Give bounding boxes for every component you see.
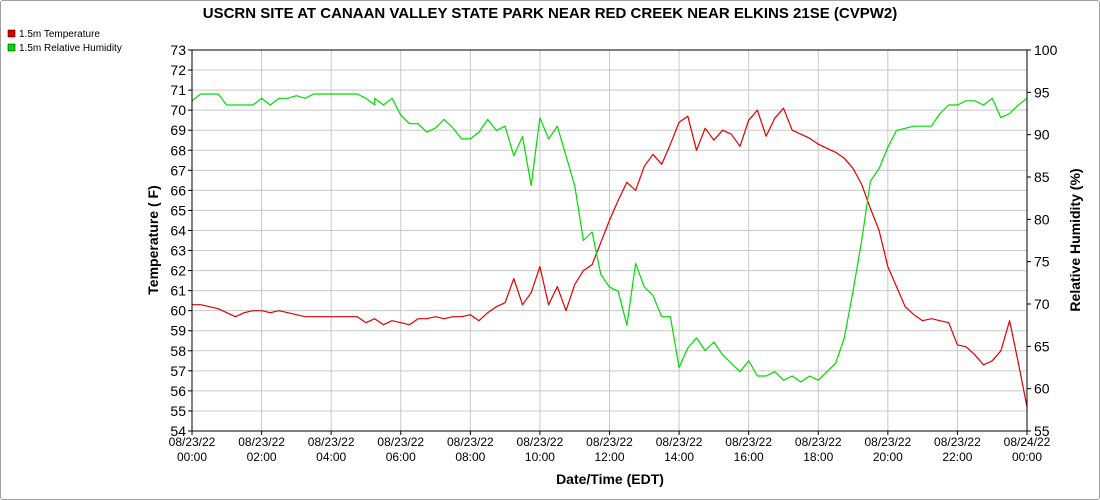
left-tick-label: 71 [170, 82, 186, 98]
x-tick-date-label: 08/23/22 [864, 435, 911, 449]
series-layer [191, 93, 1028, 408]
right-tick-label: 55 [1034, 423, 1050, 439]
left-tick-label: 64 [170, 222, 186, 238]
chart-title: USCRN SITE AT CANAAN VALLEY STATE PARK N… [203, 5, 898, 22]
left-tick-label: 57 [170, 363, 186, 379]
left-tick-label: 63 [170, 243, 186, 259]
right-tick-label: 75 [1034, 254, 1050, 270]
x-tick-date-label: 08/23/22 [517, 435, 564, 449]
left-axis-ticks: 54 55 56 57 58 59 60 61 62 63 64 65 66 67 68 69 70 71 72 73 [170, 42, 192, 439]
legend: 1.5m Temperature 1.5m Relative Humidity [7, 29, 122, 54]
x-axis-label: Date/Time (EDT) [556, 471, 664, 487]
x-tick-time-label: 18:00 [803, 450, 833, 464]
left-tick-label: 59 [170, 323, 186, 339]
left-tick-label: 54 [170, 423, 186, 439]
x-axis-ticks: 08/23/2200:0008/23/2202:0008/23/2204:000… [169, 431, 1051, 464]
legend-label-temperature: 1.5m Temperature [19, 29, 100, 40]
x-tick-time-label: 10:00 [525, 450, 555, 464]
left-tick-label: 62 [170, 263, 186, 279]
left-tick-label: 70 [170, 102, 186, 118]
x-tick-time-label: 06:00 [386, 450, 416, 464]
x-tick-time-label: 16:00 [734, 450, 764, 464]
legend-label-humidity: 1.5m Relative Humidity [19, 43, 122, 54]
right-tick-label: 100 [1034, 42, 1058, 58]
left-tick-label: 58 [170, 343, 186, 359]
x-tick-date-label: 08/23/22 [238, 435, 285, 449]
x-tick-date-label: 08/23/22 [377, 435, 424, 449]
x-tick-date-label: 08/23/22 [169, 435, 216, 449]
y-axis-right-label: Relative Humidity (%) [1067, 168, 1083, 311]
series-line-humidity [191, 93, 1028, 383]
x-tick-date-label: 08/23/22 [308, 435, 355, 449]
x-tick-date-label: 08/24/22 [1004, 435, 1051, 449]
right-tick-label: 95 [1034, 84, 1050, 100]
series-line-temperature [192, 107, 1028, 408]
x-tick-date-label: 08/23/22 [725, 435, 772, 449]
left-tick-label: 55 [170, 403, 186, 419]
y-axis-left-label: Temperature ( F) [145, 185, 161, 294]
right-tick-label: 60 [1034, 381, 1050, 397]
x-tick-time-label: 14:00 [664, 450, 694, 464]
grid [191, 49, 1028, 432]
x-tick-date-label: 08/23/22 [795, 435, 842, 449]
left-tick-label: 56 [170, 383, 186, 399]
left-tick-label: 60 [170, 303, 186, 319]
x-tick-time-label: 00:00 [1012, 450, 1042, 464]
x-tick-time-label: 20:00 [873, 450, 903, 464]
x-tick-time-label: 12:00 [594, 450, 624, 464]
x-tick-time-label: 02:00 [247, 450, 277, 464]
x-tick-time-label: 22:00 [942, 450, 972, 464]
x-tick-date-label: 08/23/22 [656, 435, 703, 449]
right-axis-ticks: 55 60 65 70 75 80 85 90 95 100 [1027, 42, 1058, 439]
x-tick-time-label: 04:00 [316, 450, 346, 464]
x-tick-date-label: 08/23/22 [447, 435, 494, 449]
x-tick-time-label: 00:00 [177, 450, 207, 464]
plot-border [191, 49, 1028, 432]
x-tick-time-label: 08:00 [455, 450, 485, 464]
left-tick-label: 65 [170, 202, 186, 218]
x-tick-date-label: 08/23/22 [586, 435, 633, 449]
left-tick-label: 69 [170, 122, 186, 138]
left-tick-label: 61 [170, 283, 186, 299]
x-tick-date-label: 08/23/22 [934, 435, 981, 449]
right-tick-label: 70 [1034, 296, 1050, 312]
left-tick-label: 68 [170, 142, 186, 158]
left-tick-label: 67 [170, 162, 186, 178]
left-tick-label: 72 [170, 62, 186, 78]
right-tick-label: 80 [1034, 211, 1050, 227]
right-tick-label: 90 [1034, 127, 1050, 143]
right-tick-label: 85 [1034, 169, 1050, 185]
left-tick-label: 73 [170, 42, 186, 58]
legend-swatch-humidity [7, 43, 16, 52]
right-tick-label: 65 [1034, 338, 1050, 354]
legend-swatch-temperature [7, 29, 16, 38]
left-tick-label: 66 [170, 182, 186, 198]
